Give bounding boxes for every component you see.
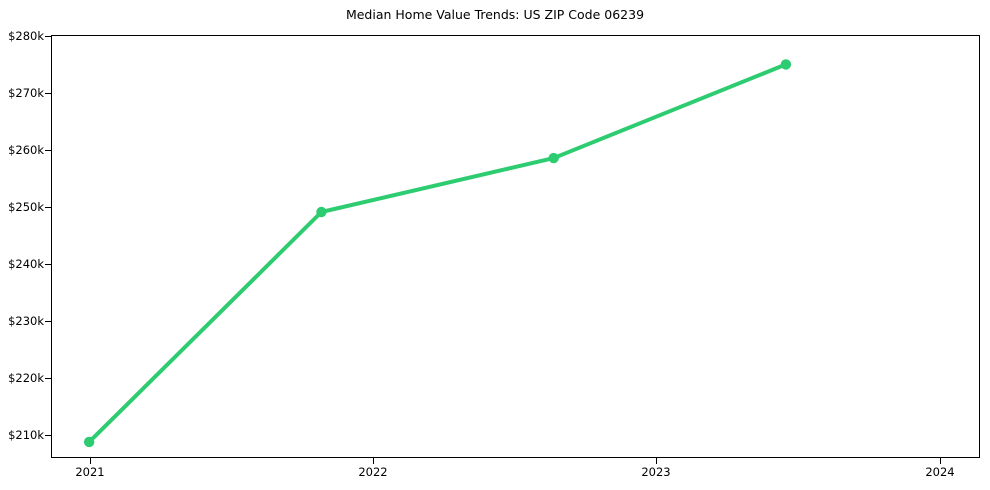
x-axis-tick-label: 2023 (641, 465, 671, 479)
y-axis-tick-label: $260k (8, 143, 44, 157)
y-axis-tick-mark (45, 150, 51, 151)
y-axis-tick-mark (45, 435, 51, 436)
y-axis-tick-mark (45, 36, 51, 37)
y-axis-tick-label: $270k (8, 86, 44, 100)
y-axis-tick-label: $240k (8, 257, 44, 271)
series-plot (83, 59, 792, 448)
y-axis-tick-label: $230k (8, 314, 44, 328)
y-axis-tick-label: $220k (8, 371, 44, 385)
data-point-marker (548, 152, 559, 164)
y-axis-tick-mark (45, 378, 51, 379)
y-axis-tick-labels: $210k $220k $230k $240k $250k $260k $270… (0, 0, 44, 490)
y-axis-tick-mark (45, 93, 51, 94)
y-axis-tick-mark (45, 264, 51, 265)
y-axis-tick-mark (45, 207, 51, 208)
x-axis-tick-label: 2022 (358, 465, 388, 479)
y-axis-tick-label: $210k (8, 428, 44, 442)
y-axis-tick-mark (45, 321, 51, 322)
x-axis-tick-mark (90, 458, 91, 464)
line-series-median-home-value (87, 62, 788, 444)
data-point-marker (780, 59, 792, 70)
x-axis-tick-label: 2024 (925, 465, 955, 479)
line-series-markers (83, 59, 792, 448)
y-axis-tick-label: $280k (8, 29, 44, 43)
x-axis-tick-mark (373, 458, 374, 464)
chart-title: Median Home Value Trends: US ZIP Code 06… (345, 7, 645, 22)
y-axis-tick-label: $250k (8, 200, 44, 214)
x-axis-tick-mark (940, 458, 941, 464)
data-point-marker (83, 436, 95, 448)
x-axis-tick-mark (656, 458, 657, 464)
data-point-marker (316, 206, 327, 218)
x-axis-tick-label: 2021 (75, 465, 105, 479)
plot-area (51, 35, 980, 458)
